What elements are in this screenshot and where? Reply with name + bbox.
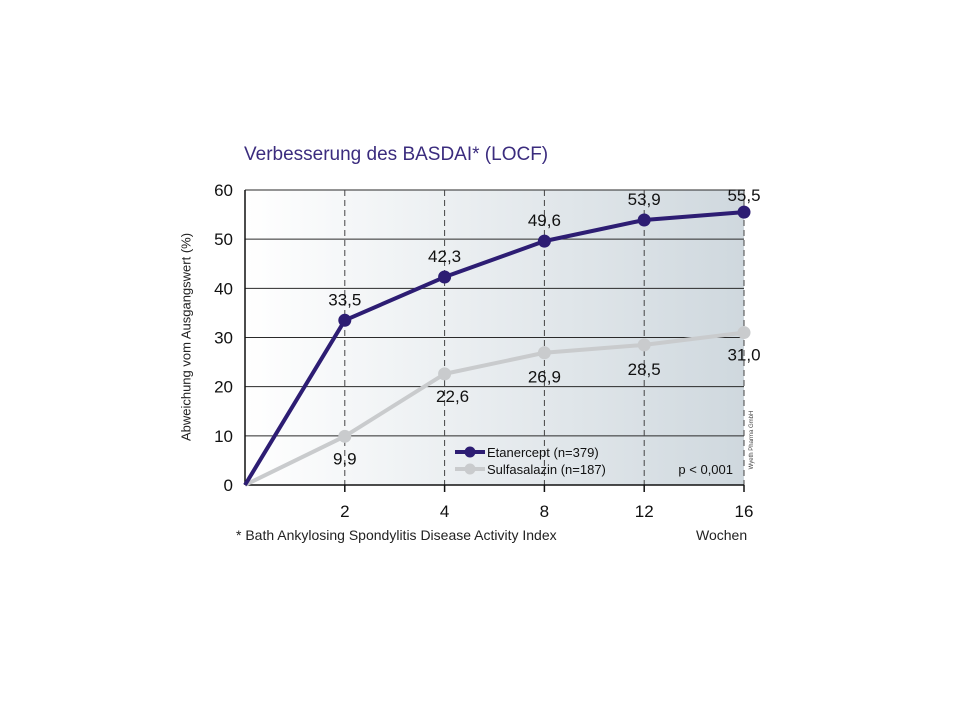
x-tick-label: 12 [635,502,654,521]
data-point [637,213,651,227]
data-label: 26,9 [528,368,561,387]
y-tick-label: 20 [214,378,233,397]
data-point [737,326,751,340]
data-point [537,234,551,248]
horizontal-gridlines [245,189,744,437]
data-point [537,346,551,360]
legend: Etanercept (n=379) Sulfasalazin (n=187) p … [455,445,733,477]
footnote: * Bath Ankylosing Spondylitis Disease Ac… [236,527,557,543]
y-tick-label: 60 [214,181,233,200]
series-line-etanercept [243,210,745,487]
data-labels: 9,9 22,6 26,9 28,5 31,0 33,5 42,3 49,6 53,9 55,5 [328,186,760,468]
p-value-annotation: p < 0,001 [678,462,733,477]
legend-label: Sulfasalazin (n=187) [487,462,606,477]
y-axis-label: Abweichung vom Ausgangswert (%) [178,232,194,442]
x-tick-label: 2 [340,502,349,521]
data-label: 9,9 [333,449,357,468]
y-tick-label: 10 [214,427,233,446]
data-label: 33,5 [328,290,361,309]
data-label: 49,6 [528,211,561,230]
y-tick-label: 0 [224,476,233,495]
x-axis-label: Wochen [696,527,748,543]
y-tick-label: 30 [214,329,233,348]
data-point [438,367,452,381]
data-point [637,338,651,352]
chart-title: Verbesserung des BASDAI* (LOCF) [244,144,549,165]
data-point [338,429,352,443]
y-tick-label: 40 [214,279,233,298]
data-label: 22,6 [436,387,469,406]
y-tick-labels: 0 10 20 30 40 50 60 [214,181,233,495]
data-label: 28,5 [628,360,661,379]
y-tick-label: 50 [214,230,233,249]
x-tick-label: 4 [440,502,449,521]
data-point [438,270,452,284]
legend-marker [464,463,476,475]
x-tick-labels: 2 4 8 12 16 [340,502,753,521]
data-label: 53,9 [628,190,661,209]
watermark: Wyeth Pharma GmbH [749,410,755,470]
data-label: 31,0 [727,346,760,365]
series-layer [243,205,751,487]
data-point [737,205,751,219]
data-label: 42,3 [428,247,461,266]
data-label: 55,5 [727,186,760,205]
legend-marker [464,446,476,458]
legend-label: Etanercept (n=379) [487,445,599,460]
data-point [338,313,352,327]
x-tick-label: 16 [735,502,754,521]
x-tick-label: 8 [540,502,549,521]
series-line-sulfasalazin [244,330,745,487]
axes [244,190,745,492]
